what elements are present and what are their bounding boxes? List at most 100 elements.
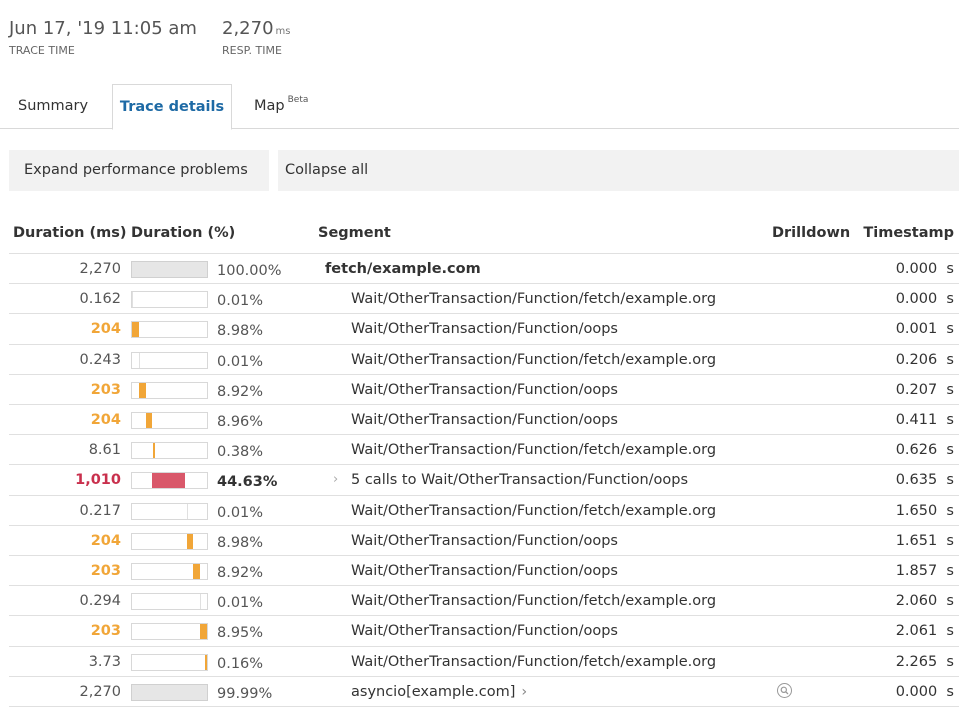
trace-time-value: Jun 17, '19 11:05 am [9, 18, 197, 39]
duration-bar [131, 381, 208, 399]
timestamp-cell: 0.411 s [895, 412, 954, 428]
duration-ms-cell: 204 [90, 321, 121, 338]
resp-time-value: 2,270 [222, 18, 274, 39]
segment-cell[interactable]: Wait/OtherTransaction/Function/oops [351, 556, 618, 586]
segment-cell[interactable]: Wait/OtherTransaction/Function/oops [351, 375, 618, 405]
duration-ms-cell: 2,270 [79, 683, 121, 700]
duration-bar [131, 653, 208, 671]
row-divider [9, 706, 959, 707]
segment-cell[interactable]: Wait/OtherTransaction/Function/fetch/exa… [351, 345, 716, 375]
segment-cell[interactable]: Wait/OtherTransaction/Function/fetch/exa… [351, 435, 716, 465]
duration-bar [131, 532, 208, 550]
table-row[interactable]: 203 8.92% Wait/OtherTransaction/Function/o… [0, 556, 963, 586]
duration-bar [131, 563, 208, 580]
col-segment[interactable]: Segment [318, 225, 391, 241]
table-row[interactable]: 3.73 0.16% Wait/OtherTransaction/Function/… [0, 647, 963, 677]
table-row[interactable]: 203 8.92% Wait/OtherTransaction/Function/o… [0, 375, 963, 405]
timestamp-cell: 0.207 s [895, 381, 954, 398]
table-row[interactable]: 2,270 100.00% fetch/example.com 0.000 s [0, 254, 963, 284]
duration-bar-fill [145, 413, 153, 428]
table-row[interactable]: 204 8.98% Wait/OtherTransaction/Function/o… [0, 314, 963, 344]
duration-ms-cell: 204 [90, 412, 121, 428]
segment-cell[interactable]: Wait/OtherTransaction/Function/fetch/exa… [351, 647, 716, 677]
duration-bar [131, 502, 208, 520]
duration-bar [131, 351, 208, 369]
duration-bar [131, 261, 208, 278]
col-timestamp[interactable]: Timestamp [863, 225, 954, 241]
col-duration-ms[interactable]: Duration (ms) [13, 225, 127, 241]
duration-bar [131, 412, 208, 429]
duration-bar [131, 472, 208, 490]
tab-trace-details[interactable]: Trace details [112, 84, 232, 130]
row-divider [9, 615, 959, 617]
timestamp-cell: 0.000 s [895, 291, 954, 308]
segment-name: Wait/OtherTransaction/Function/oops [351, 623, 618, 640]
row-divider [9, 253, 959, 254]
row-divider [9, 494, 959, 496]
row-divider [9, 675, 959, 677]
segment-cell[interactable]: Wait/OtherTransaction/Function/fetch/exa… [351, 586, 716, 616]
tab-summary[interactable]: Summary [18, 98, 89, 114]
expand-chevron-icon[interactable]: › [333, 472, 339, 488]
duration-pct-cell: 8.92% [217, 383, 264, 400]
duration-ms-cell: 0.162 [79, 291, 121, 308]
col-drilldown[interactable]: Drilldown [772, 225, 851, 241]
magnifier-icon[interactable] [777, 682, 792, 698]
duration-ms-cell: 204 [90, 532, 121, 549]
segment-cell[interactable]: Wait/OtherTransaction/Function/fetch/exa… [351, 496, 716, 526]
segment-cell[interactable]: Wait/OtherTransaction/Function/oops [351, 314, 618, 344]
duration-bar-tick [138, 352, 140, 368]
tab-map[interactable]: Map Beta [254, 84, 308, 128]
segment-cell[interactable]: asyncio[example.com] › [351, 677, 527, 707]
segment-cell[interactable]: fetch/example.com [325, 254, 481, 284]
segment-cell[interactable]: 5 calls to Wait/OtherTransaction/Functio… [351, 465, 688, 495]
table-row[interactable]: 0.217 0.01% Wait/OtherTransaction/Function… [0, 496, 963, 526]
duration-pct-cell: 8.95% [217, 625, 264, 642]
segment-name: Wait/OtherTransaction/Function/fetch/exa… [351, 291, 717, 308]
segment-name: Wait/OtherTransaction/Function/oops [351, 563, 618, 579]
duration-bar [131, 593, 208, 611]
row-divider [9, 645, 959, 647]
duration-ms-cell: 203 [90, 381, 121, 398]
expand-performance-problems-button[interactable]: Expand performance problems [24, 162, 248, 178]
duration-bar [131, 291, 208, 309]
duration-bar-fill [186, 533, 194, 549]
segment-cell[interactable]: Wait/OtherTransaction/Function/oops [351, 526, 618, 556]
duration-bar-tick [132, 292, 133, 308]
segment-name: fetch/example.com [325, 261, 481, 277]
table-row[interactable]: 0.294 0.01% Wait/OtherTransaction/Function… [0, 586, 963, 616]
col-duration-pct[interactable]: Duration (%) [131, 225, 236, 241]
segment-name: Wait/OtherTransaction/Function/oops [351, 532, 618, 549]
duration-pct-cell: 0.01% [217, 504, 264, 521]
duration-pct-cell: 8.96% [217, 414, 264, 430]
table-row[interactable]: 204 8.96% Wait/OtherTransaction/Function/o… [0, 405, 963, 435]
table-row[interactable]: 8.61 0.38% Wait/OtherTransaction/Function/… [0, 435, 963, 465]
timestamp-cell: 0.626 s [895, 442, 954, 459]
table-row[interactable]: 203 8.95% Wait/OtherTransaction/Function/o… [0, 616, 963, 646]
resp-time-unit: ms [275, 26, 291, 37]
table-row[interactable]: 0.162 0.01% Wait/OtherTransaction/Function… [0, 284, 963, 314]
beta-badge: Beta [287, 95, 309, 105]
duration-ms-cell: 0.294 [79, 593, 121, 610]
resp-time-caption: RESP. TIME [222, 44, 282, 57]
table-row[interactable]: 1,010 44.63% › 5 calls to Wait/OtherTransac… [0, 465, 963, 495]
chevron-right-icon[interactable]: › [521, 683, 528, 700]
duration-bar-tick [200, 594, 202, 610]
row-divider [9, 464, 959, 466]
segment-cell[interactable]: Wait/OtherTransaction/Function/oops [351, 616, 618, 646]
timestamp-cell: 2.060 s [895, 593, 954, 610]
segment-cell[interactable]: Wait/OtherTransaction/Function/oops [351, 405, 618, 435]
duration-pct-cell: 0.01% [217, 595, 264, 612]
action-bar: Expand performance problems Collapse all [9, 150, 959, 191]
segment-cell[interactable]: Wait/OtherTransaction/Function/fetch/exa… [351, 284, 716, 314]
duration-pct-cell: 0.01% [217, 353, 264, 370]
duration-ms-cell: 3.73 [88, 653, 121, 670]
row-divider [9, 555, 959, 556]
segment-name: Wait/OtherTransaction/Function/oops [351, 412, 618, 428]
collapse-all-button[interactable]: Collapse all [285, 162, 369, 178]
table-row[interactable]: 0.243 0.01% Wait/OtherTransaction/Function… [0, 345, 963, 375]
table-row[interactable]: 2,270 99.99% asyncio[example.com] › 0.000 s [0, 677, 963, 707]
table-row[interactable]: 204 8.98% Wait/OtherTransaction/Function/o… [0, 526, 963, 556]
duration-ms-cell: 203 [90, 623, 121, 640]
segment-name: Wait/OtherTransaction/Function/fetch/exa… [351, 502, 717, 519]
